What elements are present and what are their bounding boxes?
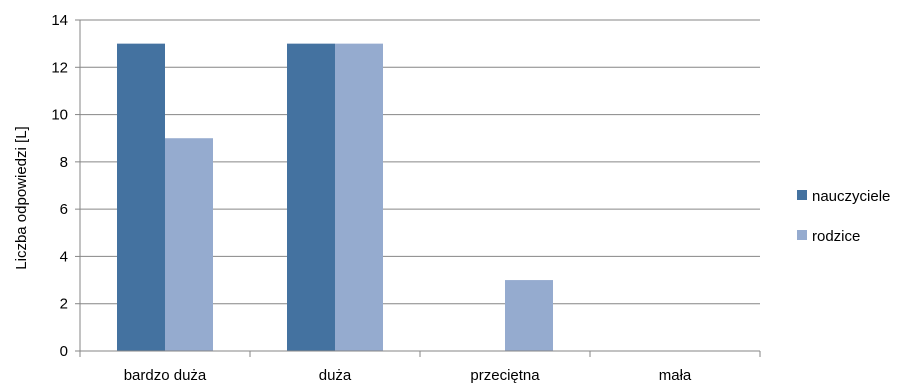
bars	[117, 43, 553, 352]
y-tick-label: 2	[60, 296, 68, 313]
legend-label-nauczyciele: nauczyciele	[812, 188, 890, 205]
y-axis-title: Liczba odpowiedzi [L]	[13, 126, 30, 269]
x-category-label: bardzo duża	[124, 367, 207, 384]
bar-rodzice	[165, 138, 213, 351]
bar-nauczyciele	[117, 43, 165, 352]
x-category-label: przeciętna	[470, 367, 540, 384]
y-tick-label: 6	[60, 201, 68, 218]
bar-rodzice	[335, 43, 383, 352]
y-tick-label: 12	[51, 59, 68, 76]
x-category-label: mała	[659, 367, 692, 384]
legend-swatch-nauczyciele	[797, 190, 807, 200]
y-tick-labels: 0 2 4 6 8 10 12 14	[51, 12, 68, 360]
bar-nauczyciele	[287, 43, 335, 352]
y-tick-label: 10	[51, 107, 68, 124]
legend: nauczyciele rodzice	[797, 188, 890, 245]
bar-rodzice	[505, 280, 553, 351]
axes	[79, 20, 760, 352]
legend-label-rodzice: rodzice	[812, 228, 860, 245]
y-tick-label: 14	[51, 12, 68, 29]
y-tick-label: 0	[60, 343, 68, 360]
y-tick-label: 4	[60, 248, 68, 265]
x-category-label: duża	[319, 367, 352, 384]
legend-swatch-rodzice	[797, 230, 807, 240]
category-labels: bardzo duża duża przeciętna mała	[124, 367, 692, 384]
y-tick-label: 8	[60, 154, 68, 171]
